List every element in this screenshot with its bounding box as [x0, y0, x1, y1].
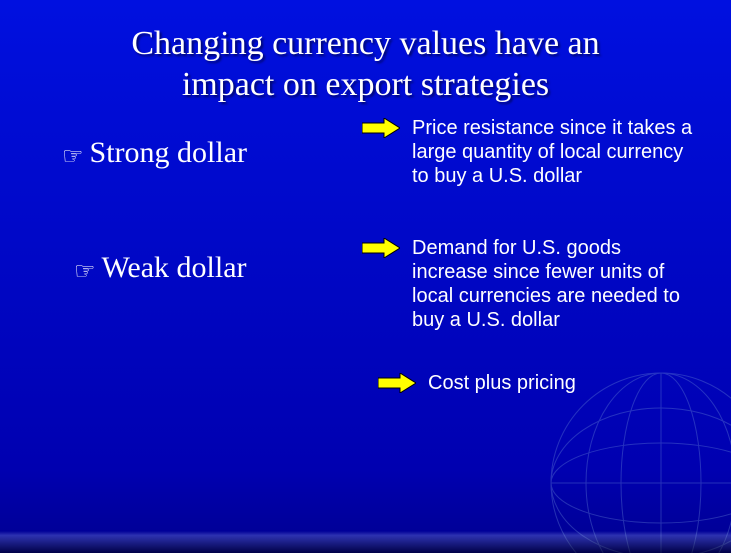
title-line-2: impact on export strategies: [182, 66, 549, 103]
title-line-1: Changing currency values have an: [131, 25, 599, 62]
list-item: Demand for U.S. goods increase since few…: [362, 236, 702, 371]
right-item-text: Demand for U.S. goods increase since few…: [412, 236, 702, 332]
slide: Changing currency values have an impact …: [0, 0, 731, 553]
hand-bullet-icon: ☞: [62, 142, 84, 171]
arrow-right-icon: [362, 118, 400, 143]
left-column: ☞ Strong dollar ☞ Weak dollar: [62, 136, 362, 366]
list-item: Price resistance since it takes a large …: [362, 116, 702, 236]
arrow-shape: [378, 373, 416, 393]
arrow-right-icon: [378, 373, 416, 398]
list-item: ☞ Strong dollar: [62, 136, 362, 171]
left-item-label: Strong dollar: [90, 136, 248, 170]
arrow-shape: [362, 238, 400, 258]
right-item-text: Price resistance since it takes a large …: [412, 116, 702, 188]
footer-gradient: [0, 531, 731, 553]
list-item: Cost plus pricing: [362, 371, 702, 398]
arrow-right-icon: [362, 238, 400, 263]
right-item-text: Cost plus pricing: [428, 371, 576, 395]
left-item-label: Weak dollar: [102, 251, 247, 285]
hand-bullet-icon: ☞: [74, 257, 96, 286]
list-item: ☞ Weak dollar: [74, 251, 362, 286]
arrow-shape: [362, 118, 400, 138]
slide-title: Changing currency values have an impact …: [0, 0, 731, 106]
right-column: Price resistance since it takes a large …: [362, 116, 702, 398]
